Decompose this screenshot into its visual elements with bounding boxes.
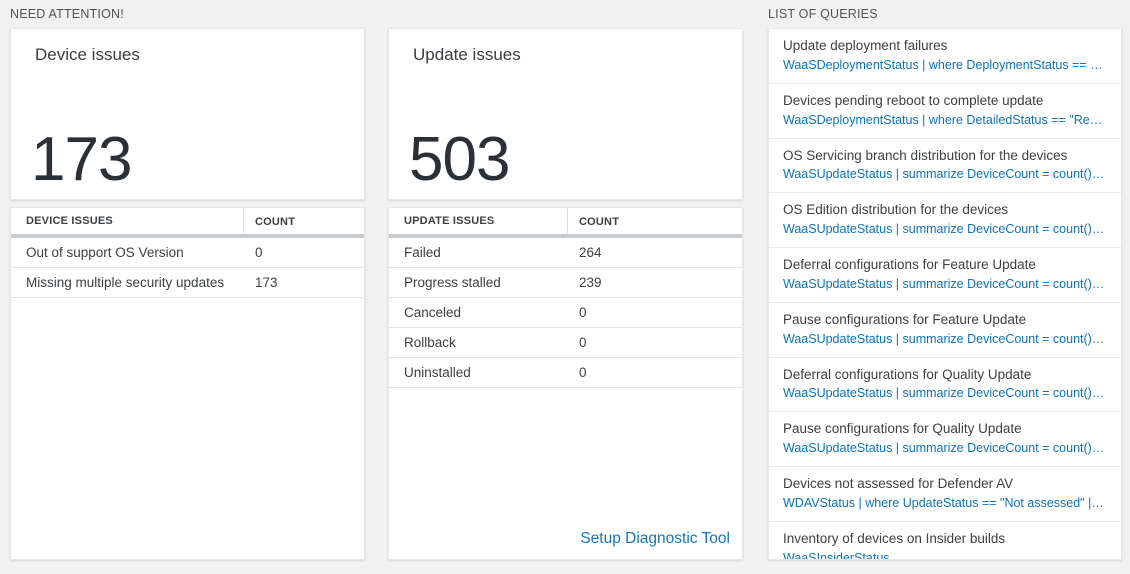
table-row[interactable]: Progress stalled 239 xyxy=(389,268,742,298)
query-title: Devices not assessed for Defender AV xyxy=(783,476,1014,492)
row-label: Uninstalled xyxy=(404,365,471,380)
query-code: WaaSUpdateStatus | summarize DeviceCount… xyxy=(783,331,1107,346)
update-issues-col-header: UPDATE ISSUES xyxy=(404,215,495,227)
row-value: 0 xyxy=(579,335,587,350)
row-value: 0 xyxy=(255,245,263,260)
query-list-item[interactable]: OS Edition distribution for the devices … xyxy=(769,193,1121,249)
row-value: 264 xyxy=(579,245,602,260)
query-list-item[interactable]: Devices pending reboot to complete updat… xyxy=(769,84,1121,139)
query-code: WaaSUpdateStatus | summarize DeviceCount… xyxy=(783,167,1107,182)
row-value: 0 xyxy=(579,305,587,320)
row-label: Canceled xyxy=(404,305,462,320)
row-label: Progress stalled xyxy=(404,275,501,290)
update-issues-count: 503 xyxy=(409,125,510,194)
row-label: Failed xyxy=(404,245,441,260)
table-row[interactable]: Missing multiple security updates 173 xyxy=(11,268,364,298)
row-label: Out of support OS Version xyxy=(26,245,184,260)
row-value: 173 xyxy=(255,275,278,290)
queries-column: LIST OF QUERIES Update deployment failur… xyxy=(768,0,1122,560)
update-issues-table-header: UPDATE ISSUES COUNT xyxy=(389,208,742,234)
query-list-item[interactable]: Inventory of devices on Insider builds W… xyxy=(769,522,1121,560)
query-code: WaaSUpdateStatus | summarize DeviceCount… xyxy=(783,222,1107,237)
table-row[interactable]: Uninstalled 0 xyxy=(389,358,742,388)
list-of-queries-section-header: LIST OF QUERIES xyxy=(768,7,878,21)
query-list-item[interactable]: Pause configurations for Quality Update … xyxy=(769,412,1121,468)
query-code: WaaSUpdateStatus | summarize DeviceCount… xyxy=(783,276,1107,291)
query-list-item[interactable]: Deferral configurations for Feature Upda… xyxy=(769,248,1121,303)
update-issues-tile-title: Update issues xyxy=(413,45,521,64)
need-attention-section-header: NEED ATTENTION! xyxy=(10,7,124,21)
update-issues-table-tile: UPDATE ISSUES COUNT Failed 264 Progress … xyxy=(388,207,743,560)
query-title: Deferral configurations for Quality Upda… xyxy=(783,366,1032,382)
query-code: WaaSDeploymentStatus | where DeploymentS… xyxy=(783,57,1107,72)
query-list-item[interactable]: Devices not assessed for Defender AV WDA… xyxy=(769,467,1121,522)
query-title: OS Edition distribution for the devices xyxy=(783,202,1009,218)
device-issues-table-tile: DEVICE ISSUES COUNT Out of support OS Ve… xyxy=(10,207,365,560)
device-issues-column: NEED ATTENTION! Device issues 173 DEVICE… xyxy=(10,0,365,560)
update-issues-tile[interactable]: Update issues 503 xyxy=(388,28,743,200)
queries-list-tile: Update deployment failures WaaSDeploymen… xyxy=(768,28,1122,560)
query-list-item[interactable]: Deferral configurations for Quality Upda… xyxy=(769,358,1121,413)
query-title: OS Servicing branch distribution for the… xyxy=(783,147,1068,163)
query-title: Pause configurations for Quality Update xyxy=(783,421,1022,437)
device-issues-count: 173 xyxy=(31,125,132,194)
table-row[interactable]: Out of support OS Version 0 xyxy=(11,238,364,268)
row-label: Rollback xyxy=(404,335,456,350)
table-row[interactable]: Failed 264 xyxy=(389,238,742,268)
setup-diagnostic-tool-link[interactable]: Setup Diagnostic Tool xyxy=(580,530,730,547)
device-issues-tile[interactable]: Device issues 173 xyxy=(10,28,365,200)
query-title: Inventory of devices on Insider builds xyxy=(783,530,1006,546)
table-header-separator xyxy=(11,234,364,238)
query-code: WDAVStatus | where UpdateStatus == "Not … xyxy=(783,496,1107,511)
row-value: 239 xyxy=(579,275,602,290)
query-title: Update deployment failures xyxy=(783,38,948,53)
update-issues-column: Update issues 503 UPDATE ISSUES COUNT Fa… xyxy=(388,0,743,560)
query-title: Deferral configurations for Feature Upda… xyxy=(783,257,1036,273)
query-code: WaaSDeploymentStatus | where DetailedSta… xyxy=(783,112,1107,127)
table-header-separator xyxy=(389,234,742,238)
row-value: 0 xyxy=(579,365,587,380)
query-title: Pause configurations for Feature Update xyxy=(783,311,1027,327)
device-issues-tile-title: Device issues xyxy=(35,45,140,64)
query-code: WaaSUpdateStatus | summarize DeviceCount… xyxy=(783,386,1107,401)
table-row[interactable]: Canceled 0 xyxy=(389,298,742,328)
device-issues-table-header: DEVICE ISSUES COUNT xyxy=(11,208,364,234)
query-code: WaaSInsiderStatus xyxy=(783,550,890,560)
query-code: WaaSUpdateStatus | summarize DeviceCount… xyxy=(783,441,1107,456)
section-header-spacer xyxy=(388,0,743,28)
query-list-item[interactable]: Update deployment failures WaaSDeploymen… xyxy=(769,29,1121,84)
device-issues-col-header: DEVICE ISSUES xyxy=(26,215,113,227)
row-label: Missing multiple security updates xyxy=(26,275,225,290)
update-count-col-header: COUNT xyxy=(579,216,620,228)
device-count-col-header: COUNT xyxy=(255,216,296,228)
query-list-item[interactable]: Pause configurations for Feature Update … xyxy=(769,303,1121,358)
query-title: Devices pending reboot to complete updat… xyxy=(783,92,1044,108)
query-list-item[interactable]: OS Servicing branch distribution for the… xyxy=(769,139,1121,194)
table-row[interactable]: Rollback 0 xyxy=(389,328,742,358)
